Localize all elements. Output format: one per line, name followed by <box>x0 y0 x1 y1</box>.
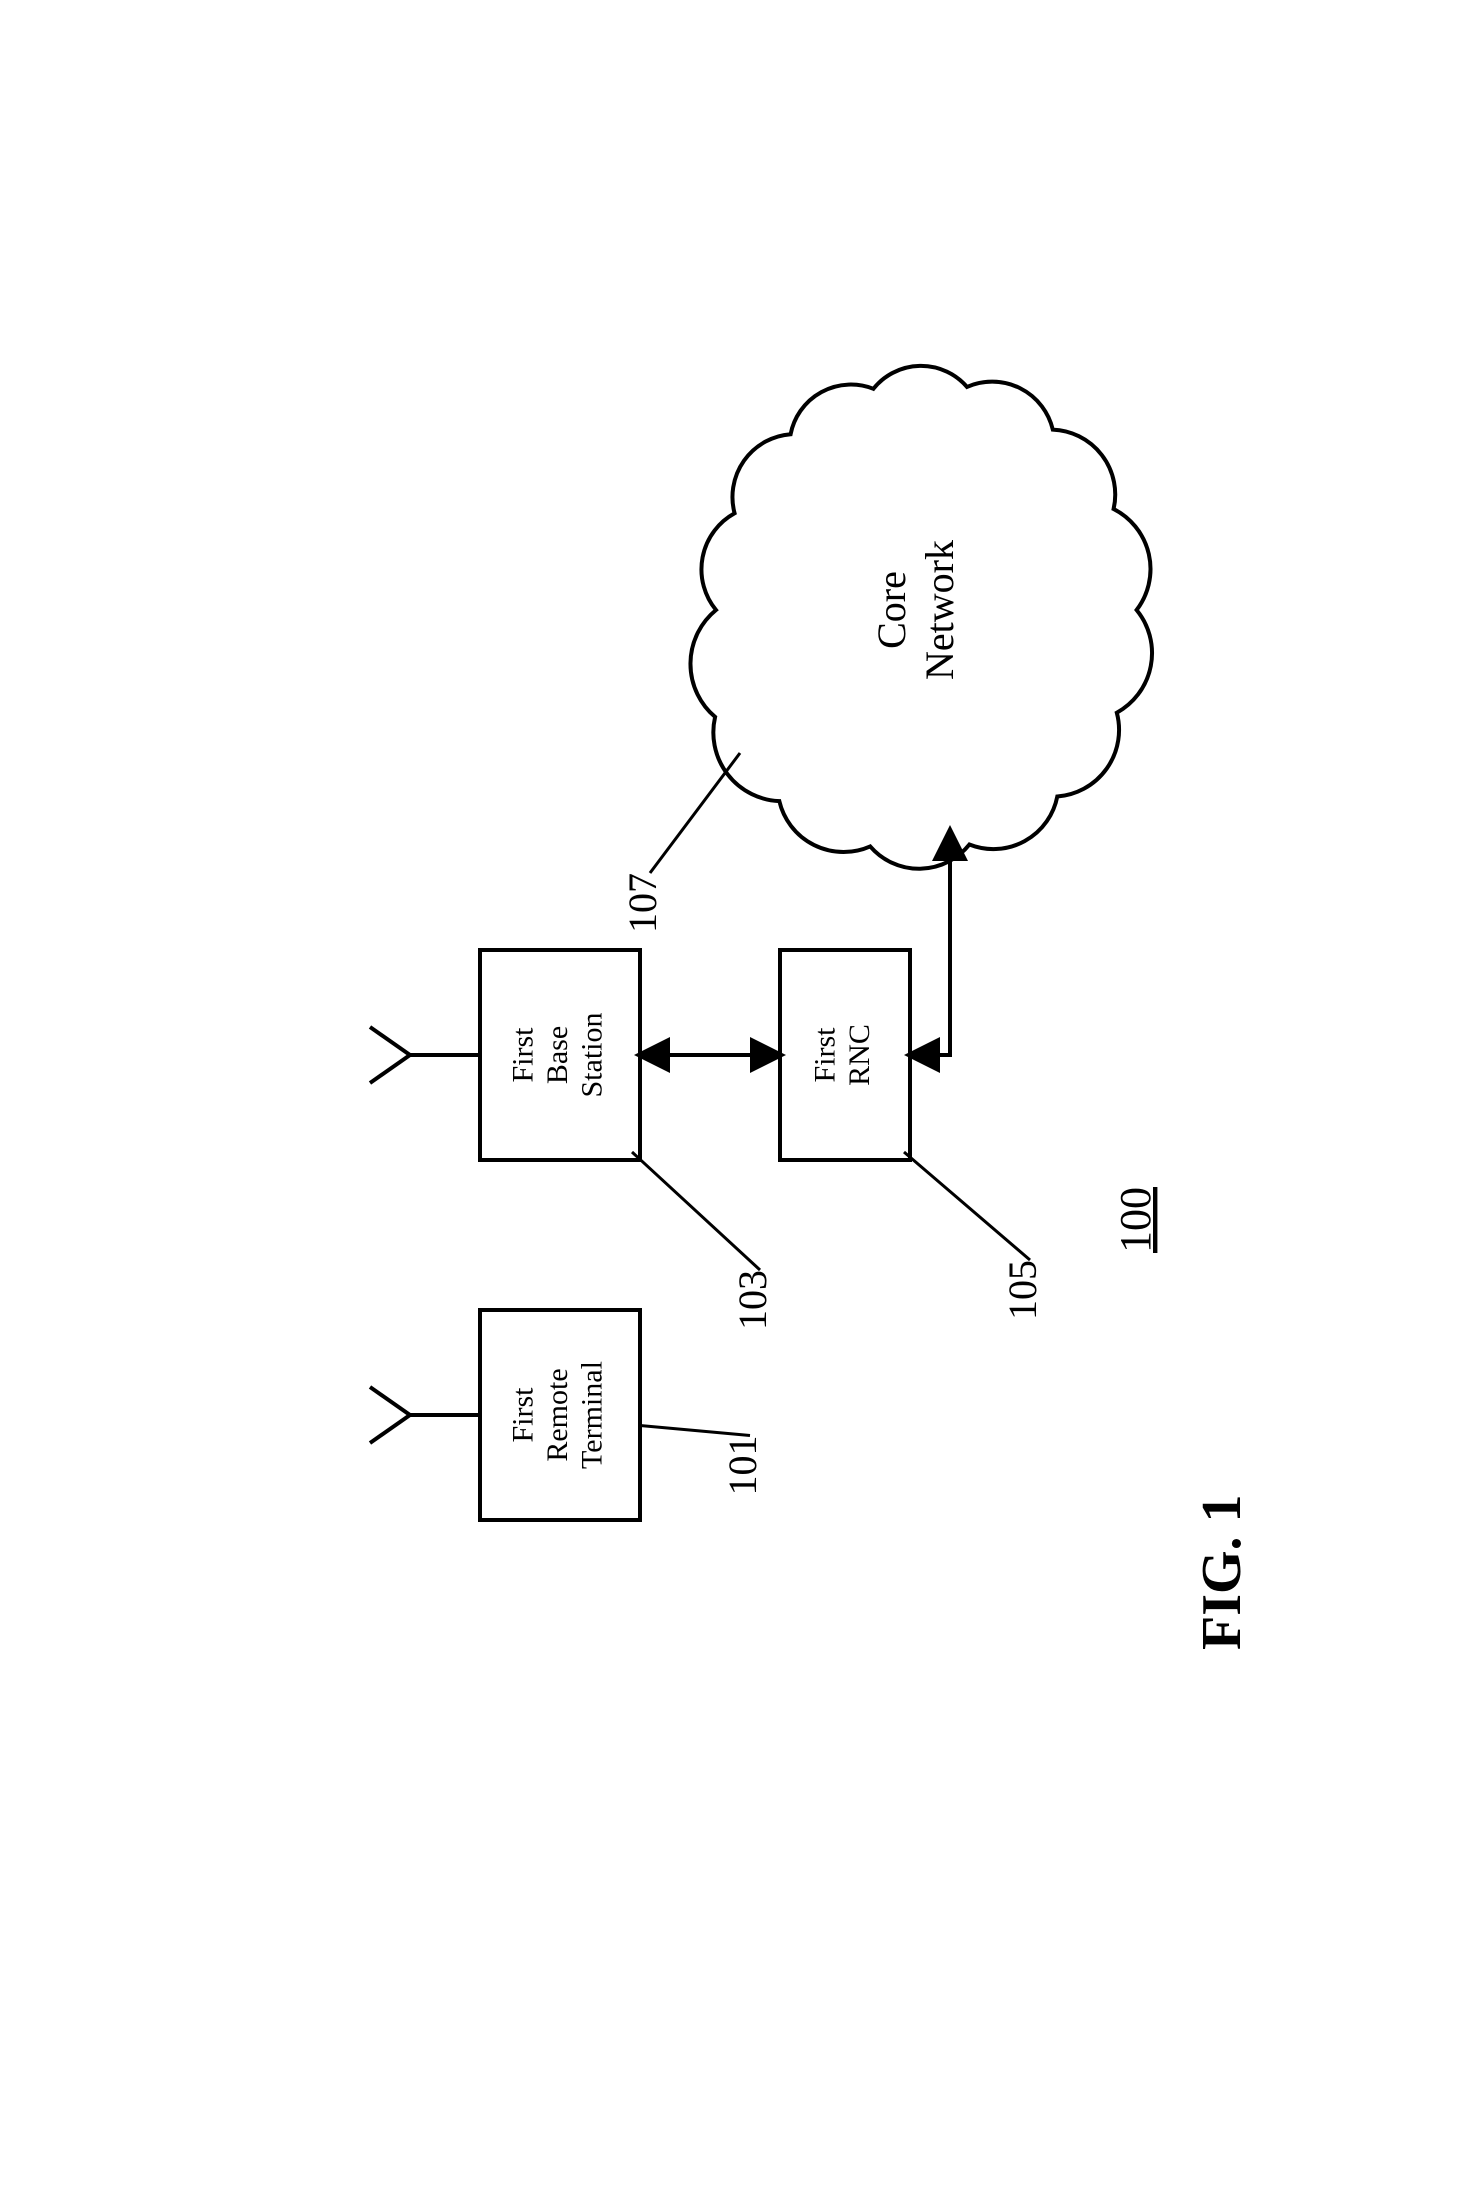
first-remote-terminal-box-label-line-1: Remote <box>541 1368 574 1461</box>
figure-caption: FIG. 1 <box>1191 1494 1253 1650</box>
first-rnc-box-label-line-0: First <box>809 1027 842 1083</box>
first-base-station-box-label-line-0: First <box>506 1027 539 1083</box>
ref-105: 105 <box>1000 1260 1045 1320</box>
first-rnc-box: FirstRNC <box>780 950 910 1160</box>
core-network-label-line-0: Core <box>869 571 914 649</box>
ref-103: 103 <box>730 1270 775 1330</box>
system-reference-100: 100 <box>1111 1187 1160 1253</box>
core-network-label-line-1: Network <box>917 540 962 680</box>
first-remote-terminal-box-label-line-0: First <box>506 1387 539 1443</box>
first-base-station-box: FirstBaseStation <box>480 950 640 1160</box>
first-rnc-box-label-line-1: RNC <box>843 1024 876 1086</box>
first-remote-terminal-box: FirstRemoteTerminal <box>480 1310 640 1520</box>
first-base-station-box-label-line-1: Base <box>541 1026 574 1084</box>
first-remote-terminal-box-label-line-2: Terminal <box>575 1361 608 1469</box>
ref-101: 101 <box>720 1436 765 1496</box>
first-base-station-box-label-line-2: Station <box>575 1012 608 1097</box>
ref-107: 107 <box>620 873 665 933</box>
network-diagram: FirstRemoteTerminalFirstBaseStationFirst… <box>370 366 1253 1650</box>
